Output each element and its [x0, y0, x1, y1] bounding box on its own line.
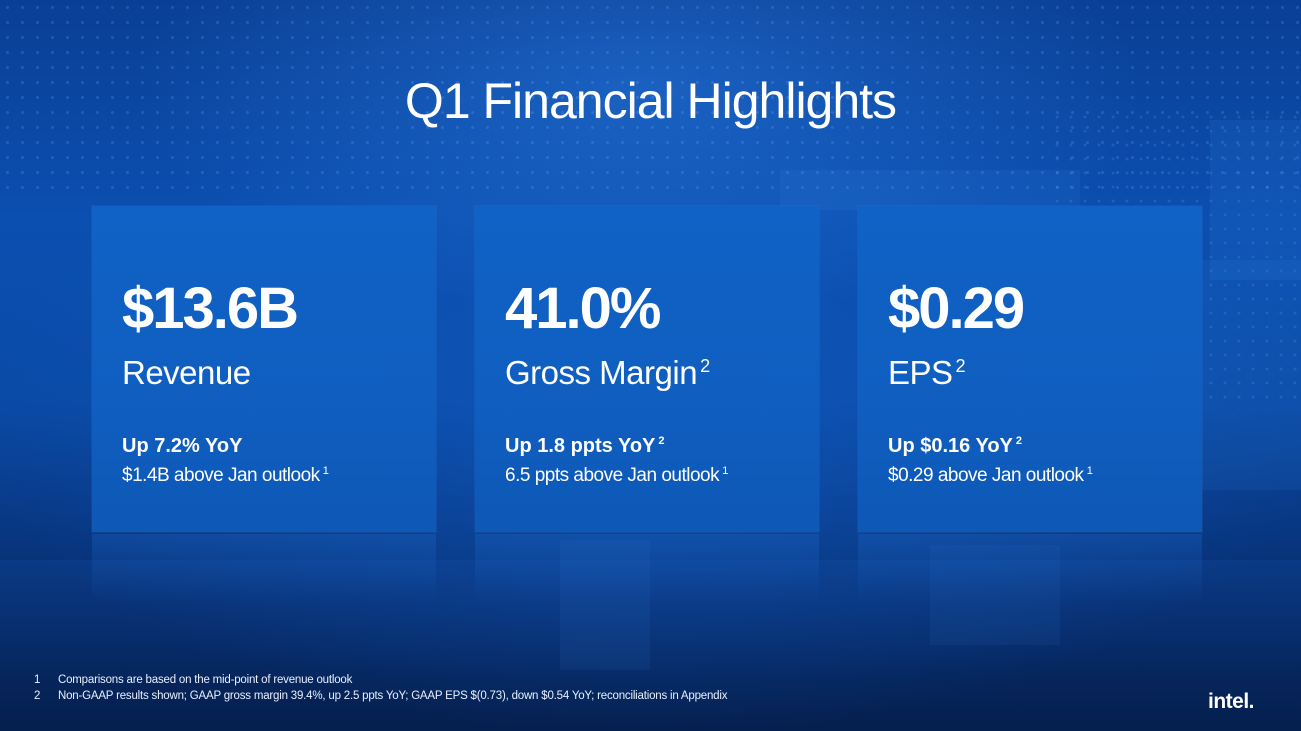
- background-pane: [1210, 120, 1301, 280]
- intel-logo: intel.: [1208, 690, 1255, 713]
- footnote-text: Non-GAAP results shown; GAAP gross margi…: [58, 690, 728, 702]
- revenue-value: $13.6B: [122, 276, 299, 341]
- gross-margin-label: Gross Margin 2: [505, 354, 710, 391]
- footnote-text: Comparisons are based on the mid-point o…: [58, 674, 353, 686]
- footnote-ref: 2: [955, 356, 966, 376]
- footnote-ref: 2: [700, 356, 710, 376]
- slide-title: Q1 Financial Highlights: [404, 73, 897, 129]
- background-dot-pattern: [0, 0, 1301, 190]
- gross-margin-change: Up 1.8 ppts YoY 2: [505, 435, 665, 457]
- footnotes: 1 Comparisons are based on the mid-point…: [34, 672, 727, 704]
- revenue-label: Revenue: [122, 354, 251, 391]
- eps-value: $0.29: [888, 276, 1025, 341]
- footnote-item: 1 Comparisons are based on the mid-point…: [34, 672, 727, 688]
- eps-card: $0.29 EPS 2 Up $0.16 YoY 2 $0.29 above Jan…: [858, 206, 1202, 532]
- background-pane: [780, 170, 1080, 210]
- eps-label: EPS 2: [888, 354, 966, 391]
- gross-margin-card: 41.0% Gross Margin 2 Up 1.8 ppts YoY 2 6.5…: [475, 206, 819, 532]
- footnote-number: 1: [34, 674, 41, 686]
- gross-margin-outlook: 6.5 ppts above Jan outlook 1: [505, 464, 728, 486]
- footnote-ref: 2: [1015, 435, 1022, 448]
- card-reflection: [858, 534, 1202, 604]
- footnote-number: 2: [34, 690, 41, 702]
- background-floor-glow: [0, 560, 1301, 680]
- card-reflection: [475, 534, 819, 604]
- footnote-ref: 1: [322, 464, 329, 477]
- footnote-ref: 1: [1086, 464, 1093, 477]
- footnote-ref: 2: [658, 435, 665, 448]
- footnote-item: 2 Non-GAAP results shown; GAAP gross mar…: [34, 688, 727, 704]
- background-pane: [930, 545, 1060, 645]
- eps-outlook: $0.29 above Jan outlook 1: [888, 464, 1093, 486]
- revenue-outlook: $1.4B above Jan outlook 1: [122, 464, 329, 486]
- gross-margin-value: 41.0%: [505, 276, 661, 341]
- revenue-card: $13.6B Revenue Up 7.2% YoY $1.4B above J…: [92, 206, 436, 532]
- card-reflection: [92, 534, 436, 604]
- revenue-change: Up 7.2% YoY: [122, 435, 243, 457]
- footnote-ref: 1: [722, 464, 728, 477]
- background-pane: [560, 540, 650, 670]
- eps-change: Up $0.16 YoY 2: [888, 435, 1022, 457]
